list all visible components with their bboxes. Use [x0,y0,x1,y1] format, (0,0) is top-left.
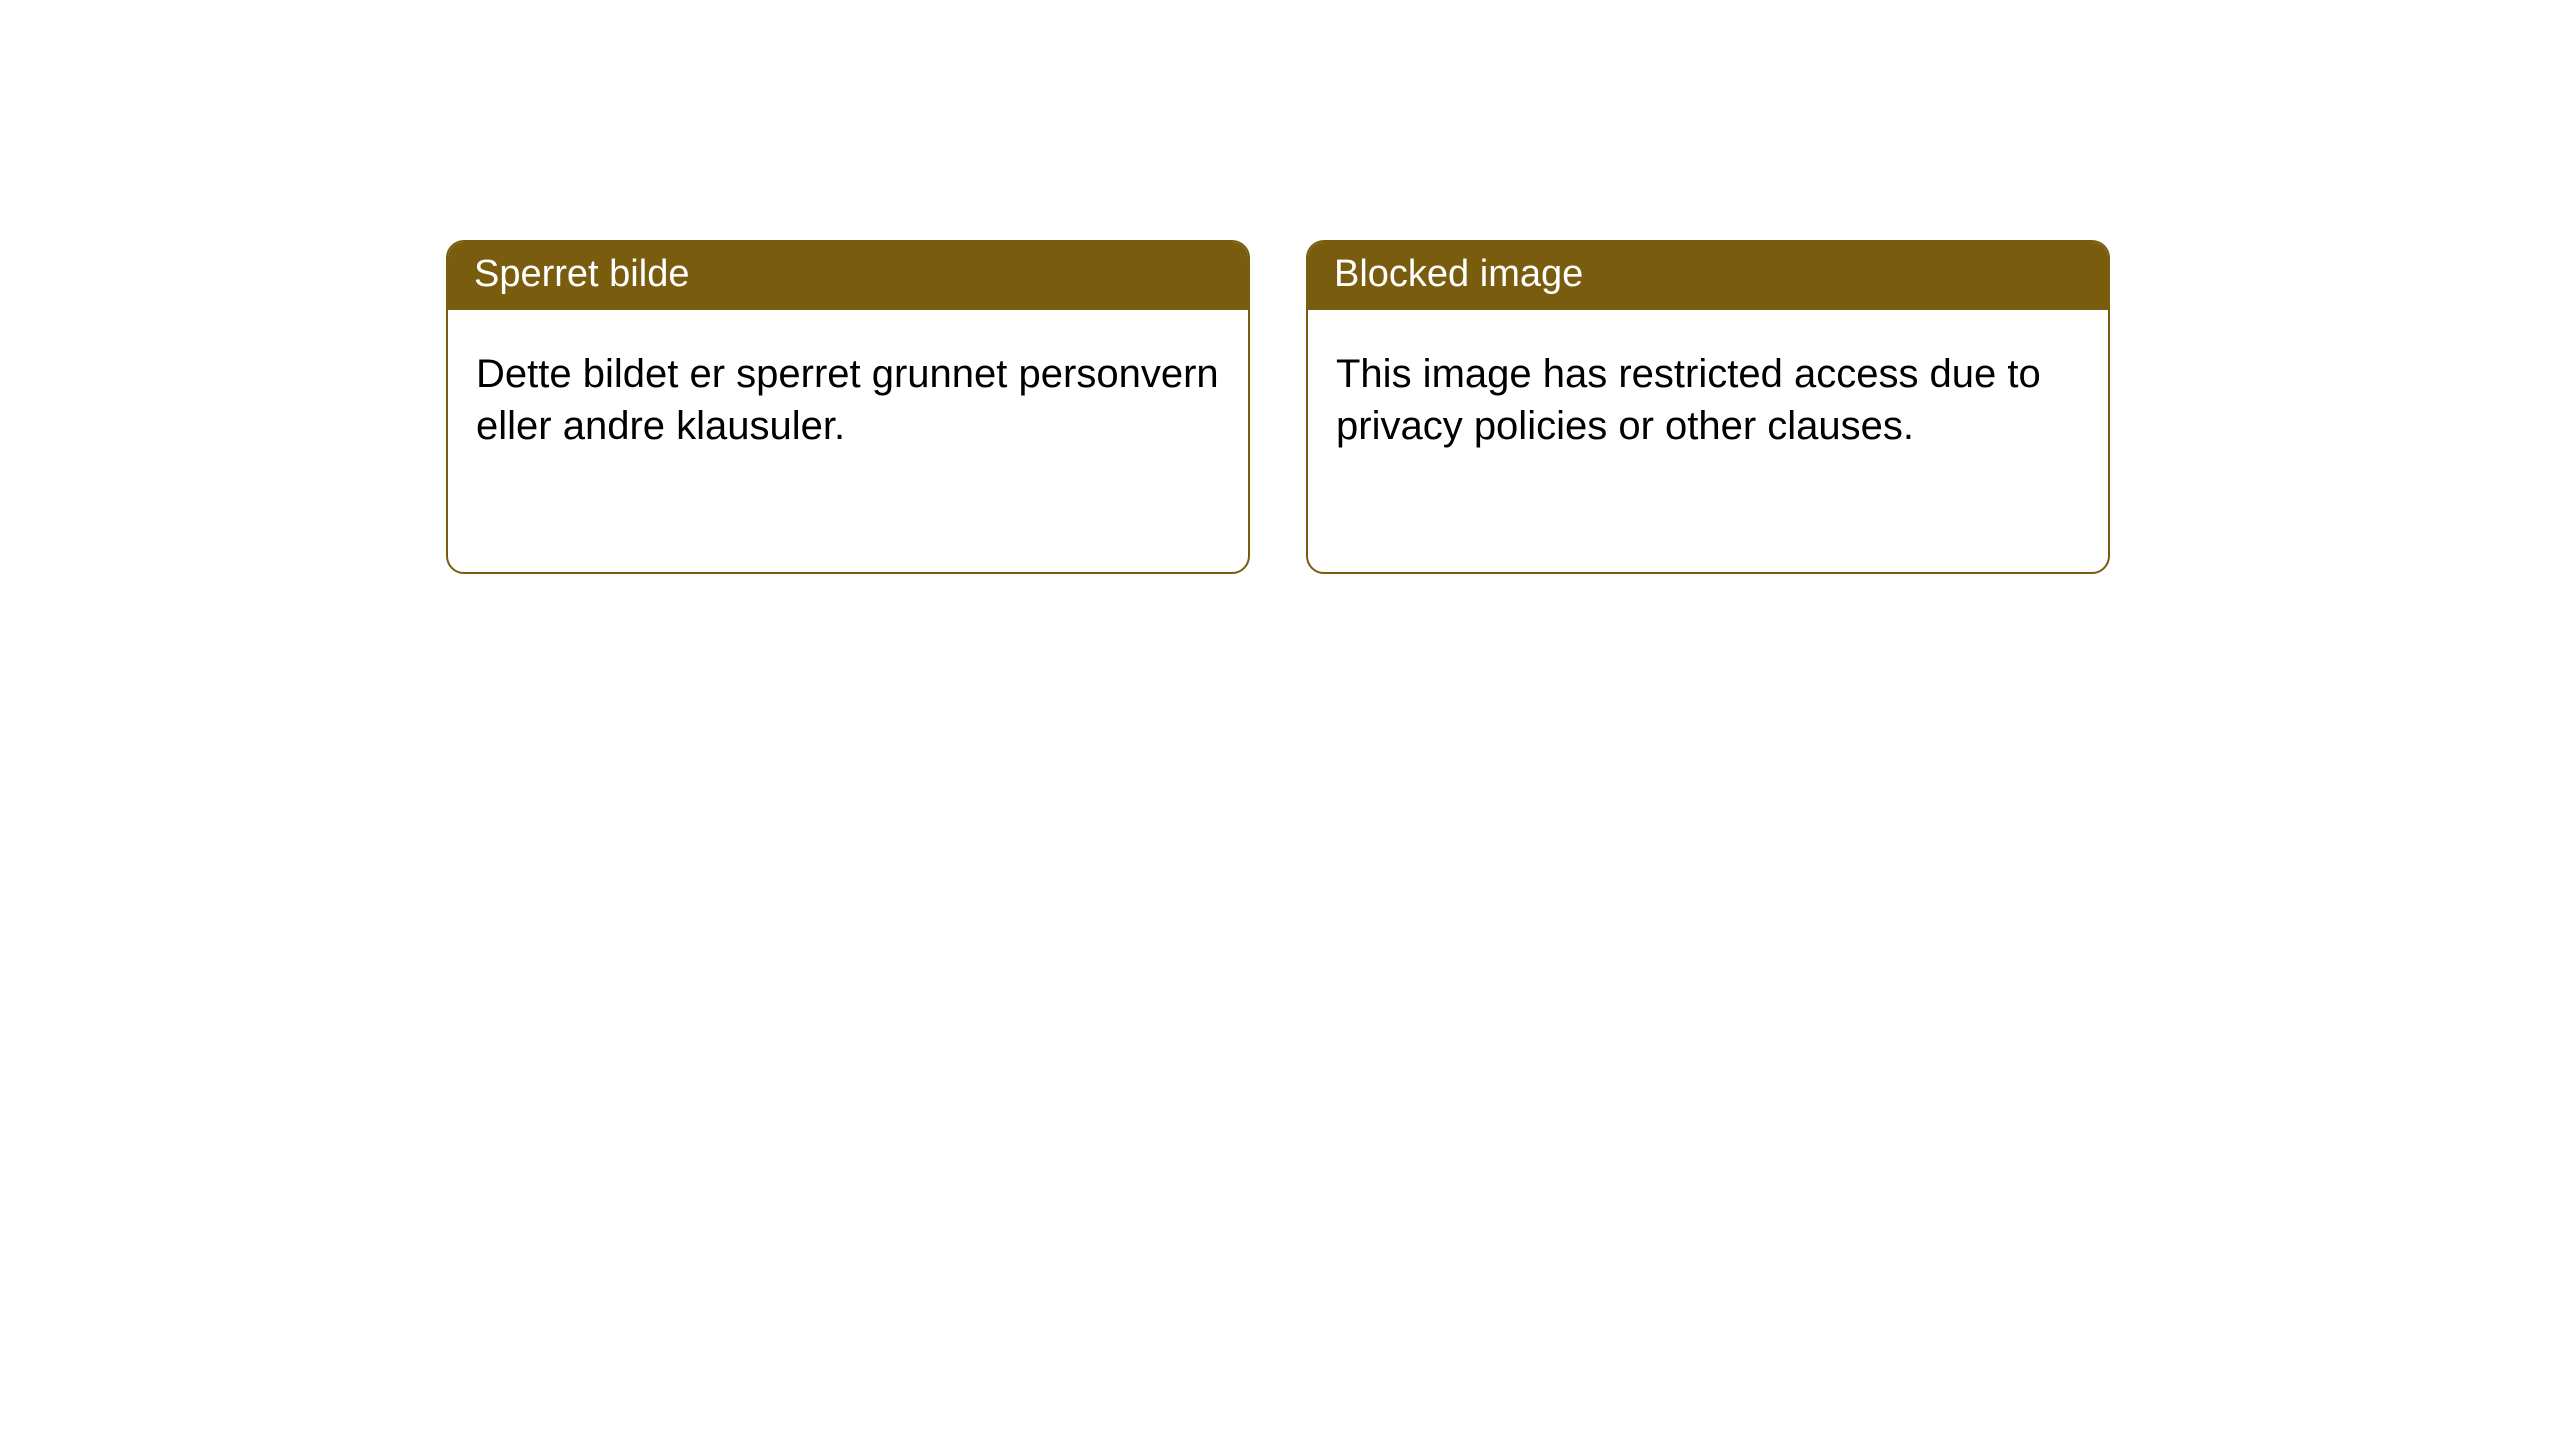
notice-container: Sperret bilde Dette bildet er sperret gr… [0,0,2560,574]
notice-message: This image has restricted access due to … [1308,310,2108,480]
notice-message: Dette bildet er sperret grunnet personve… [448,310,1248,480]
notice-box-english: Blocked image This image has restricted … [1306,240,2110,574]
notice-header: Sperret bilde [448,242,1248,310]
notice-box-norwegian: Sperret bilde Dette bildet er sperret gr… [446,240,1250,574]
notice-header: Blocked image [1308,242,2108,310]
